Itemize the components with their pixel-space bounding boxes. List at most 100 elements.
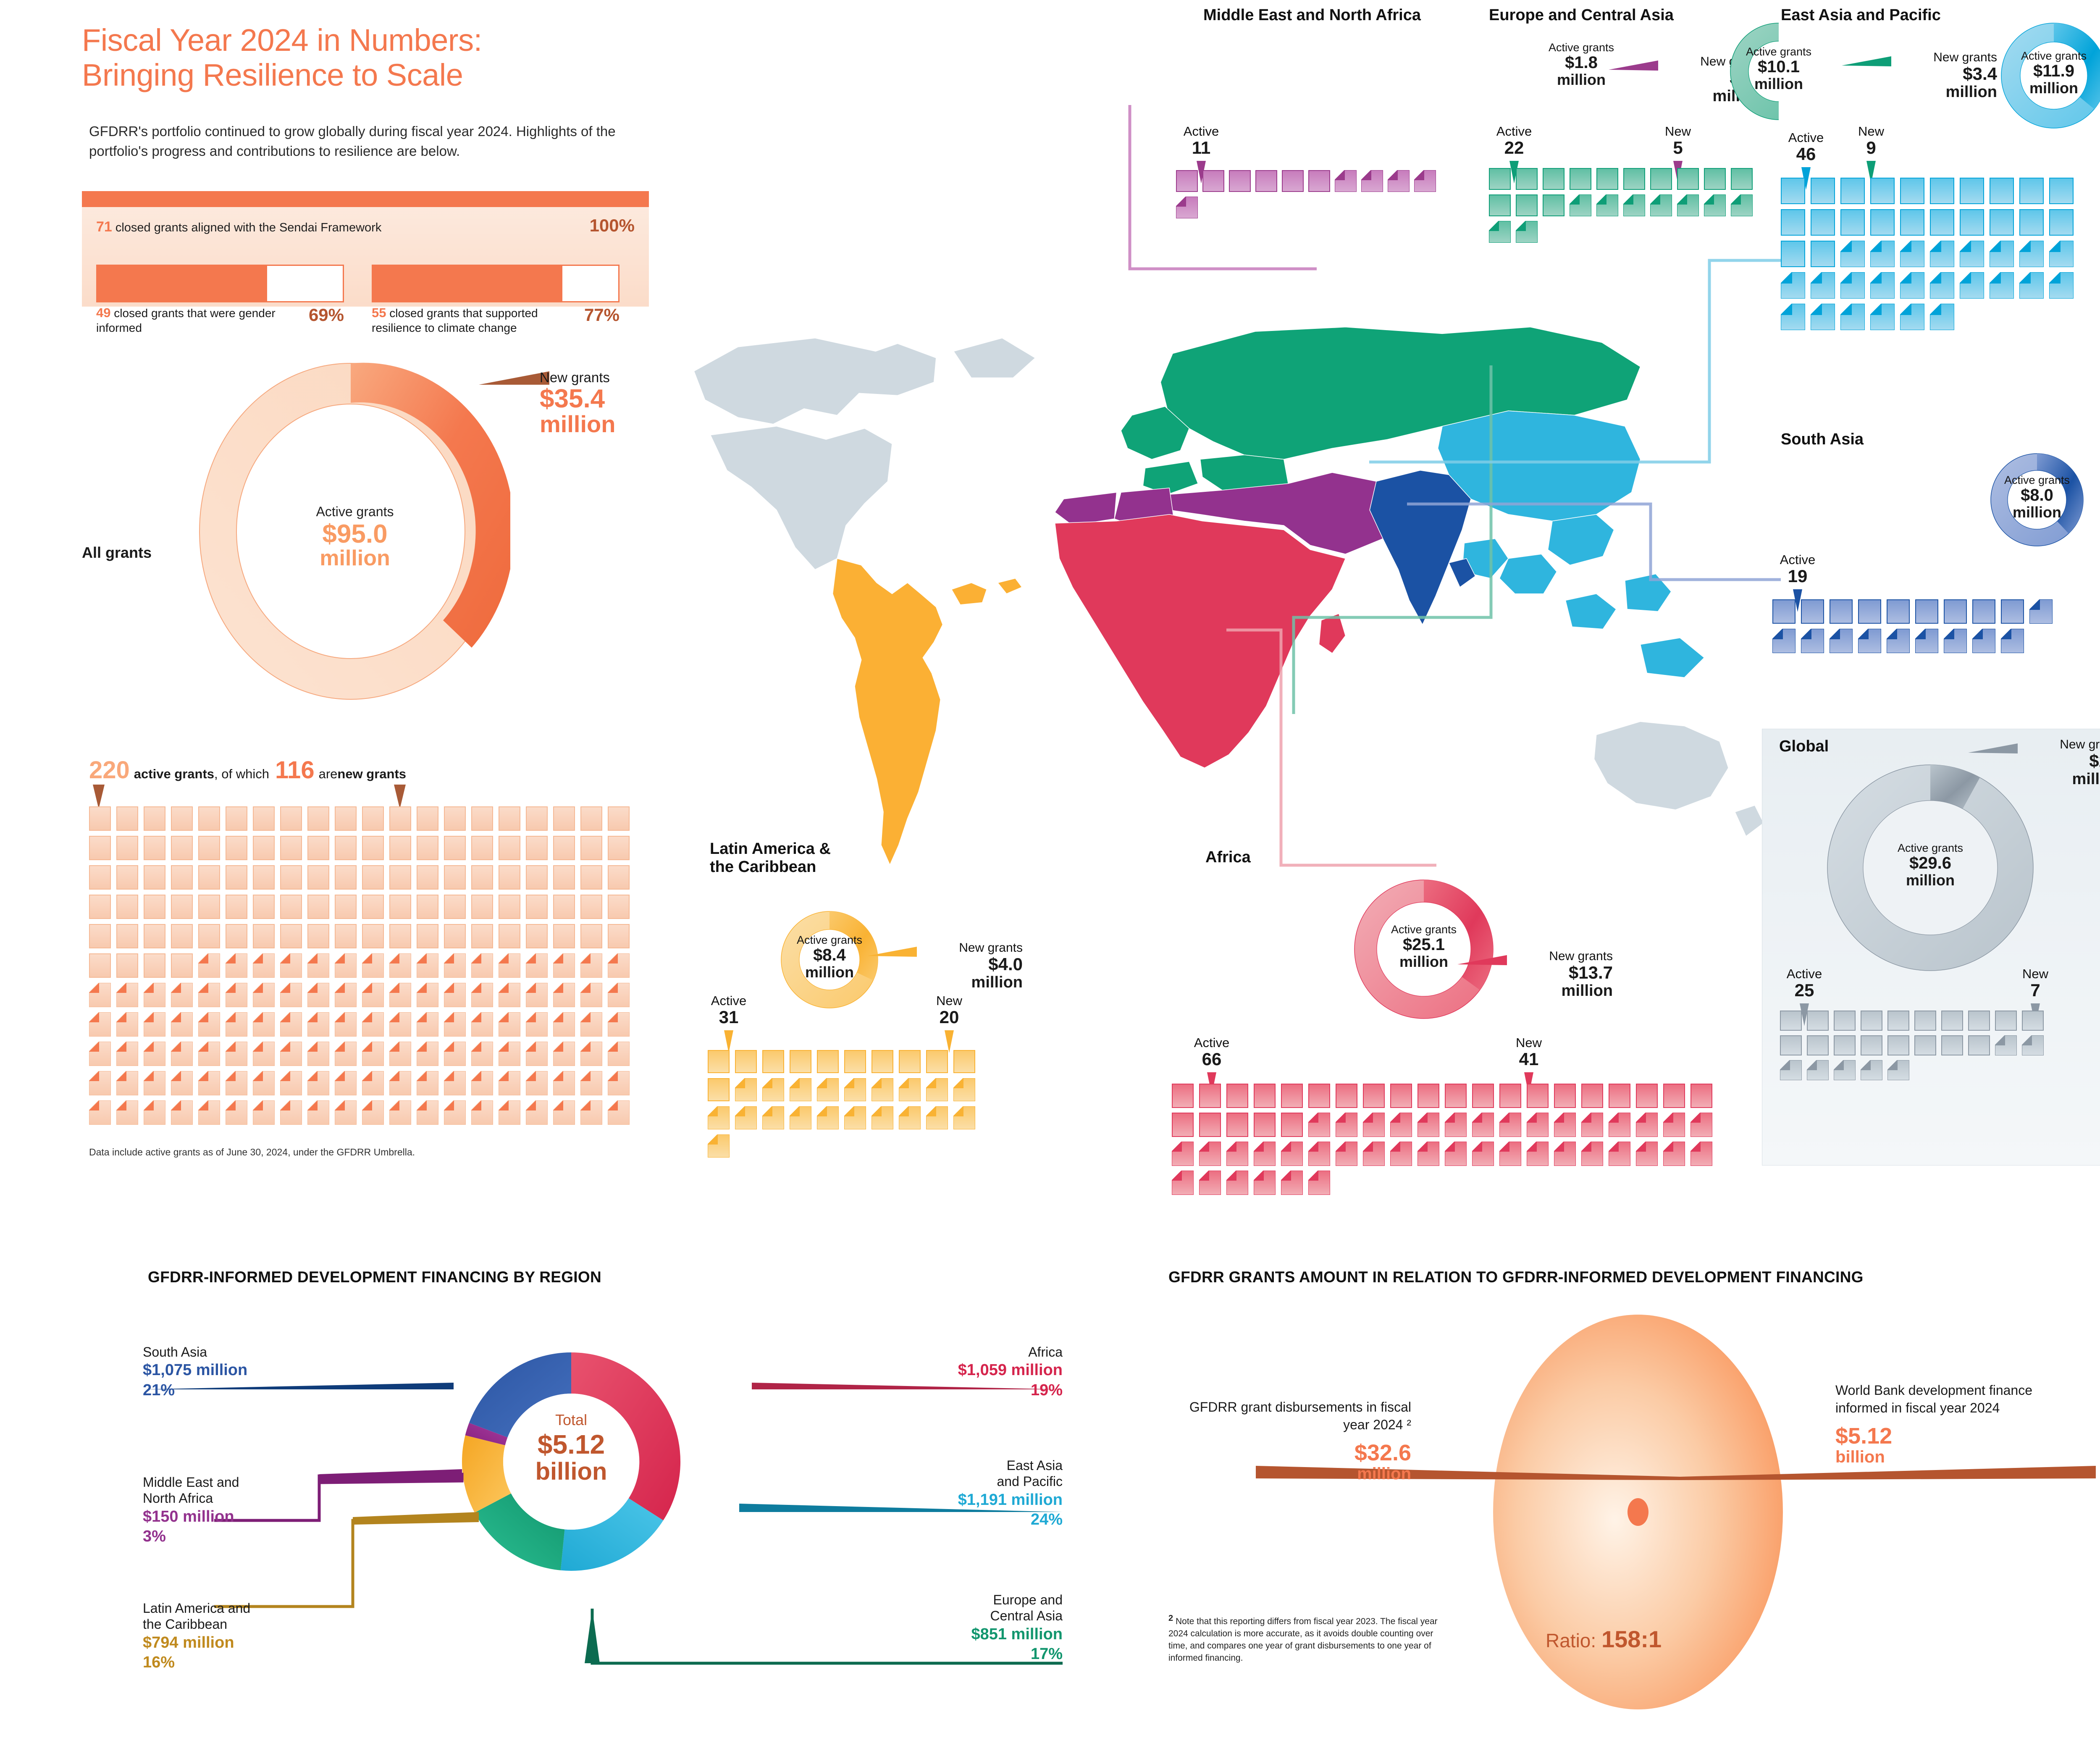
grant-icon-new	[307, 1100, 330, 1125]
grant-icon-active	[1900, 209, 1924, 236]
region-donut-sar	[1990, 453, 2084, 546]
grant-icon-new	[1499, 1112, 1522, 1137]
grid-row	[1780, 1060, 2049, 1081]
sendai-main-text: closed grants aligned with the Sendai Fr…	[115, 221, 382, 234]
financing-label-eap: East Asia and Pacific $1,191 million 24%	[823, 1457, 1063, 1530]
grant-icon-new	[1390, 1141, 1412, 1166]
grant-icon-active	[116, 865, 138, 890]
grant-icon-active	[144, 895, 165, 919]
grant-icon-new	[1526, 1112, 1549, 1137]
financing-eap-percent: 24%	[1030, 1511, 1063, 1529]
grant-icon-new	[389, 1100, 412, 1125]
grant-icon-active	[1690, 1084, 1712, 1108]
grant-icon-new	[498, 1100, 521, 1125]
region-new-count-mena: New 5	[1653, 124, 1703, 157]
grant-icon-new	[607, 1012, 630, 1037]
ratio-bubble-graphic	[1493, 1315, 1783, 1709]
grant-icon-new	[898, 1078, 921, 1102]
grant-icon-active	[1229, 170, 1251, 192]
region-active-count-mena-value: 11	[1192, 138, 1211, 158]
ratio-prefix: Ratio:	[1546, 1630, 1596, 1651]
grant-icon-active	[171, 836, 193, 860]
all-grants-label: All grants	[82, 544, 152, 561]
grant-icon-new	[171, 982, 193, 1008]
grant-icon-active	[444, 895, 466, 919]
region-grid-lac	[707, 1050, 981, 1163]
sendai-item-count-0: 49	[96, 305, 111, 320]
grant-icon-active	[1363, 1084, 1385, 1108]
grant-icon-active	[1543, 194, 1564, 216]
grant-icon-new	[1444, 1141, 1467, 1166]
grant-icon-active	[762, 1050, 784, 1073]
grant-icon-new	[307, 1071, 330, 1096]
region-new-grants-eca: New grants $3.4 million	[1892, 50, 1997, 100]
grant-icon-active	[1861, 1011, 1882, 1031]
all-grants-new-unit: million	[540, 411, 616, 438]
grid-row	[89, 953, 639, 978]
grant-icon-new	[1554, 1112, 1576, 1137]
grant-icon-new	[334, 1041, 357, 1066]
region-donut-global	[1827, 764, 2034, 971]
grant-icon-new	[1253, 1141, 1276, 1166]
grant-icon-new	[280, 1041, 302, 1066]
grant-icon-new	[389, 1041, 412, 1066]
financing-label-eca: Europe and Central Asia $851 million 17%	[823, 1592, 1063, 1664]
grant-icon-active	[1968, 1035, 1990, 1055]
region-active-unit-eap: million	[2029, 79, 2078, 97]
grant-icon-active	[253, 924, 275, 948]
grant-icon-new	[1176, 196, 1198, 219]
grant-icon-new	[1730, 194, 1753, 217]
grant-icon-new	[1840, 272, 1865, 299]
grant-icon-active	[499, 836, 520, 860]
region-active-value-lac: $8.4	[813, 946, 846, 965]
grant-icon-new	[1596, 194, 1619, 217]
region-active-count-sar-value: 19	[1788, 566, 1808, 586]
grant-icon-new	[1623, 194, 1646, 217]
grant-icon-active	[499, 865, 520, 890]
grant-icon-active	[444, 806, 466, 831]
grant-icon-active	[580, 895, 602, 919]
grant-icon-active	[1781, 241, 1805, 267]
grant-icon-active	[553, 865, 575, 890]
grant-icon-active	[1972, 599, 1995, 624]
grant-icon-active	[1834, 1011, 1856, 1031]
grant-icon-new	[1959, 272, 1984, 299]
ratio-right-block: World Bank development finance informed …	[1835, 1382, 2087, 1466]
grant-icon-active	[362, 865, 384, 890]
grant-icon-new	[252, 1041, 275, 1066]
region-new-label-afr: New grants	[1549, 949, 1613, 963]
grant-icon-active	[1226, 1084, 1248, 1108]
grant-icon-new	[525, 1012, 548, 1037]
grant-icon-active	[1944, 599, 1967, 624]
grant-icon-new	[334, 953, 357, 978]
grant-icon-new	[1581, 1141, 1604, 1166]
grant-icon-active	[144, 836, 165, 860]
grant-icon-active	[171, 953, 193, 978]
grant-icon-active	[253, 836, 275, 860]
grant-icon-new	[225, 1041, 248, 1066]
grant-icon-active	[1941, 1035, 1963, 1055]
grant-icon-new	[789, 1078, 812, 1102]
grant-icon-active	[1554, 1084, 1576, 1108]
grid-active-count: 220	[89, 756, 130, 784]
grant-icon-active	[1472, 1084, 1494, 1108]
grant-icon-new	[198, 1071, 220, 1096]
grant-icon-new	[1362, 1141, 1385, 1166]
grant-icon-new	[525, 1100, 548, 1125]
grant-icon-new	[2000, 628, 2024, 654]
grid-row	[1489, 168, 1758, 190]
grant-icon-new	[143, 1041, 166, 1066]
grant-icon-new	[607, 1071, 630, 1096]
grant-icon-active	[872, 1050, 893, 1073]
grant-icon-active	[198, 924, 220, 948]
grid-row	[89, 1012, 639, 1037]
region-active-count-sar: Active 19	[1772, 552, 1823, 585]
region-active-count-eap-label: Active	[1788, 130, 1824, 145]
grant-icon-new	[171, 1100, 193, 1125]
grant-icon-new	[553, 953, 575, 978]
grant-icon-active	[389, 865, 411, 890]
grant-icon-new	[1608, 1141, 1631, 1166]
region-new-count-global-value: 7	[2030, 980, 2040, 1000]
grant-icon-active	[553, 836, 575, 860]
